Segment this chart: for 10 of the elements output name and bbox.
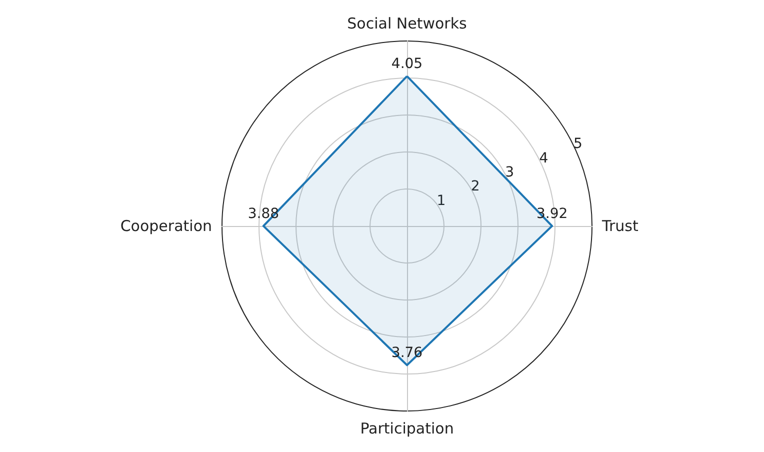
y-tick-label: 4	[539, 150, 548, 166]
y-tick-label: 5	[573, 136, 582, 152]
y-tick-label: 1	[436, 192, 446, 209]
spoke-label: Trust	[601, 217, 638, 235]
y-tick-label: 3	[505, 164, 514, 181]
spoke-label: Participation	[360, 420, 454, 438]
y-tick-label: 2	[470, 178, 480, 195]
data-label: 4.05	[391, 56, 423, 72]
spoke-label: Social Networks	[347, 14, 468, 32]
spoke-label: Cooperation	[120, 217, 212, 235]
